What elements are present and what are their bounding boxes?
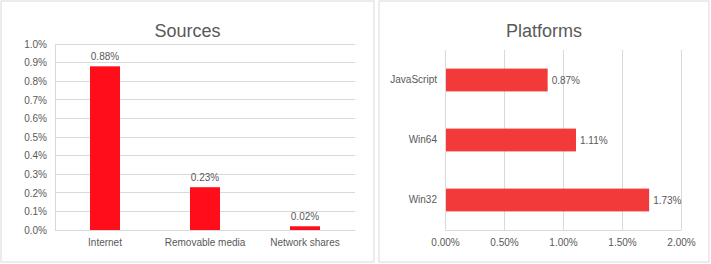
category-tick: Removable media [165,230,246,248]
chart-svg: Sources0.0%0.1%0.2%0.3%0.4%0.5%0.6%0.7%0… [0,0,711,264]
grid [445,50,681,230]
grid-line [445,50,446,230]
panel-frame [379,1,709,262]
tick: 0.1% [24,206,55,217]
tick-label: 2.00% [667,237,695,248]
chart-panel: Platforms 0.00% 0.50% 1.00% 1.50% 2.00% JavaSc… [379,1,709,262]
data-label: 1.73% [653,195,681,206]
tick-label: 0.50% [490,237,518,248]
tick: 0.0% [24,225,55,236]
category-label: Removable media [165,237,246,248]
data-label: 1.11% [580,135,608,146]
tick: 0.7% [24,95,55,106]
grid [55,44,355,230]
panel-frame [1,1,374,262]
bar [290,226,320,230]
chart-title: Sources [154,21,220,41]
tick: 0.9% [24,57,55,68]
tick-label: 0.5% [24,132,47,143]
bar [90,66,120,230]
bar [445,129,576,152]
tick-label: 0.0% [24,225,47,236]
tick: 0.50% [490,230,518,248]
category-label: Network shares [270,237,339,248]
chart-panel: Sources0.0%0.1%0.2%0.3%0.4%0.5%0.6%0.7%0… [1,1,374,262]
value-axis: 0.00% 0.50% 1.00% 1.50% 2.00% [431,230,695,248]
tick-label: 1.0% [24,39,47,50]
data-labels: 0.88% 0.23% 0.02% [91,51,319,222]
category-label: JavaScript [390,74,437,85]
bars [445,69,649,212]
tick: 0.5% [24,132,55,143]
tick: 0.8% [24,76,55,87]
category-axis: JavaScript Win64 Win32 [390,51,445,231]
tick-label: 0.1% [24,206,47,217]
tick-label: 0.9% [24,57,47,68]
grid-line [55,44,355,45]
category-tick: JavaScript [390,74,445,85]
tick-label: 0.7% [24,95,47,106]
category-axis: Internet Removable media Network shares [56,230,356,248]
data-label: 0.88% [91,51,119,62]
category-tick: Win64 [409,134,445,145]
data-label: 0.87% [552,75,580,86]
category-label: Win64 [409,134,438,145]
tick: 0.00% [431,230,459,248]
axis-line [446,230,682,231]
tick: 1.00% [549,230,577,248]
category-tick: Internet [88,230,122,248]
tick-label: 0.6% [24,113,47,124]
axis-line [55,45,56,231]
tick: 0.6% [24,113,55,124]
tick: 0.3% [24,169,55,180]
tick: 0.4% [24,150,55,161]
chart-title: Platforms [506,21,582,41]
bars [90,66,320,230]
bar [445,69,548,92]
tick-label: 0.2% [24,188,47,199]
axis-line [56,230,356,231]
tick: 2.00% [667,230,695,248]
value-axis: 0.0% 0.1% 0.2% 0.3% 0.4% 0.5% 0.6% 0.7% 0.8% 0.9%… [24,39,55,236]
tick: 0.2% [24,188,55,199]
bar [190,187,220,230]
data-labels: 0.87% 1.11% 1.73% [552,75,682,206]
category-label: Internet [88,237,122,248]
category-tick: Network shares [270,230,339,248]
tick-label: 0.3% [24,169,47,180]
data-label: 0.23% [191,172,219,183]
chart-root: Sources0.0%0.1%0.2%0.3%0.4%0.5%0.6%0.7%0… [0,0,711,264]
tick-label: 1.00% [549,237,577,248]
category-tick: Win32 [409,194,445,205]
axis-line [445,51,446,231]
tick-label: 0.4% [24,150,47,161]
tick-label: 0.8% [24,76,47,87]
data-label: 0.02% [291,211,319,222]
tick: 1.0% [24,39,55,50]
bar [445,189,649,212]
tick-label: 1.50% [608,237,636,248]
category-label: Win32 [409,194,438,205]
tick-label: 0.00% [431,237,459,248]
tick: 1.50% [608,230,636,248]
